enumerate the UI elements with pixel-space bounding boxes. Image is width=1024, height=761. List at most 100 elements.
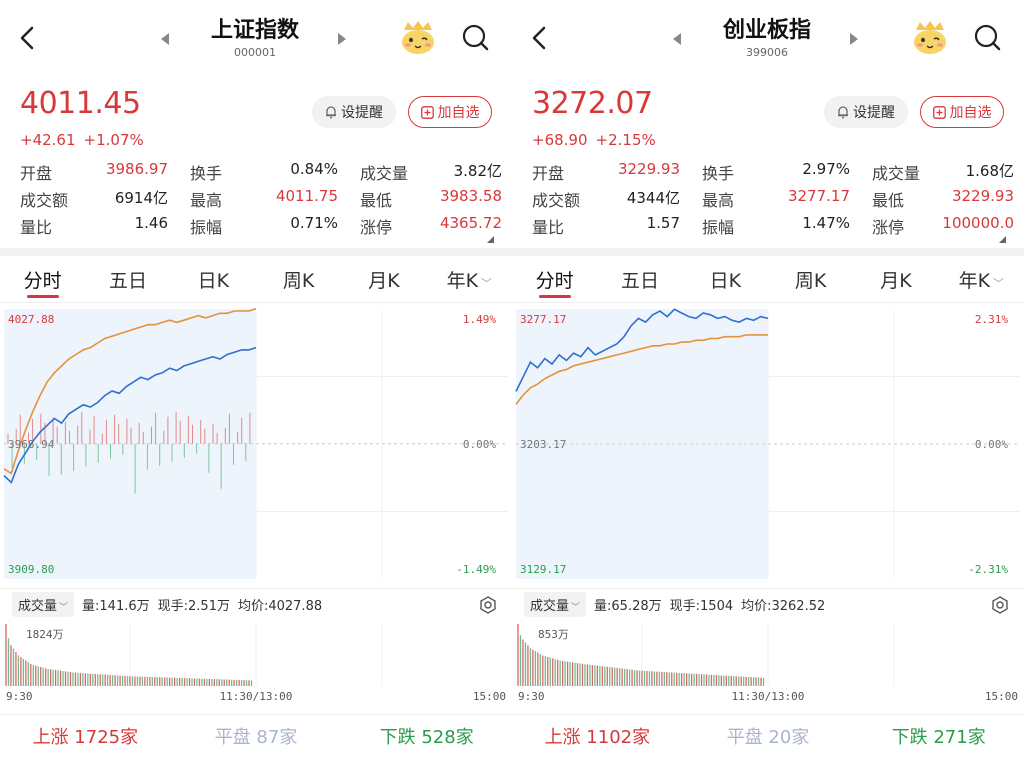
set-alert-button[interactable]: 设提醒 bbox=[312, 96, 396, 128]
volume-chart[interactable]: 1824万 9:30 11:30/13:00 15:00 bbox=[0, 620, 512, 710]
advancers[interactable]: 上涨 1725家 bbox=[0, 723, 171, 749]
stat-label: 最低 bbox=[872, 190, 905, 210]
unchanged[interactable]: 平盘 87家 bbox=[171, 723, 342, 749]
stat-row: 量比 1.57 振幅 1.47% 涨停 100000.0 bbox=[532, 212, 1014, 239]
next-index-icon[interactable] bbox=[335, 30, 349, 48]
stat-value: 3229.93 bbox=[617, 159, 680, 178]
decliners-count: 271家 bbox=[933, 726, 986, 748]
volume-chart[interactable]: 853万 9:30 11:30/13:00 15:00 bbox=[512, 620, 1024, 710]
stat-cell: 成交额 4344亿 bbox=[532, 187, 702, 211]
index-code: 000001 bbox=[234, 46, 276, 59]
advancers[interactable]: 上涨 1102家 bbox=[512, 723, 683, 749]
section-gap bbox=[512, 248, 1024, 256]
add-watchlist-button[interactable]: 加自选 bbox=[408, 96, 492, 128]
tab-2[interactable]: 日K bbox=[683, 260, 768, 302]
series-line-0 bbox=[3, 346, 257, 484]
series-line-0 bbox=[515, 308, 769, 392]
current-hand-value: 现手:1504 bbox=[669, 599, 734, 614]
search-icon[interactable] bbox=[972, 22, 1004, 54]
current-hand-value: 现手:2.51万 bbox=[157, 599, 230, 614]
tab-4[interactable]: 月K bbox=[853, 260, 938, 302]
tab-2[interactable]: 日K bbox=[171, 260, 256, 302]
index-panel-sse: 上证指数 000001 4011.45 +42.61 +1.07% 设提醒 加自选… bbox=[0, 18, 512, 756]
advancers-count: 1102家 bbox=[586, 726, 651, 748]
settings-hex-icon[interactable] bbox=[478, 595, 498, 615]
tab-label: 分时 bbox=[23, 270, 62, 292]
tab-divider bbox=[0, 302, 512, 303]
indicator-select[interactable]: 成交量 ﹀ bbox=[12, 592, 75, 617]
tab-3[interactable]: 周K bbox=[256, 260, 341, 302]
tab-label: 五日 bbox=[108, 270, 147, 292]
tab-3[interactable]: 周K bbox=[768, 260, 853, 302]
tab-0[interactable]: 分时 bbox=[0, 260, 85, 302]
stat-label: 振幅 bbox=[702, 217, 735, 237]
decliners-label: 下跌 bbox=[891, 726, 928, 748]
stat-cell: 最低 3983.58 bbox=[360, 187, 502, 211]
expand-corner-icon[interactable] bbox=[487, 236, 494, 243]
market-breadth: 上涨 1725家 平盘 87家 下跌 528家 bbox=[0, 714, 512, 756]
time-end-label: 15:00 bbox=[985, 690, 1018, 703]
series-line-1 bbox=[515, 334, 768, 405]
stat-value: 3277.17 bbox=[787, 186, 850, 205]
decliners[interactable]: 下跌 271家 bbox=[853, 723, 1024, 749]
stat-label: 成交量 bbox=[872, 163, 921, 183]
tab-1[interactable]: 五日 bbox=[597, 260, 682, 302]
mascot-icon[interactable] bbox=[398, 20, 438, 56]
stat-value: 1.46 bbox=[134, 213, 168, 232]
add-watchlist-label: 加自选 bbox=[949, 105, 992, 121]
unchanged-label: 平盘 bbox=[214, 726, 251, 748]
stat-label: 开盘 bbox=[20, 163, 53, 183]
y-axis-min-label: 3909.80 bbox=[8, 563, 54, 576]
intraday-chart[interactable]: 3277.17 3203.17 3129.17 2.31% 0.00% -2.31% bbox=[512, 303, 1024, 585]
series-line-1 bbox=[3, 307, 257, 475]
stat-value: 3983.58 bbox=[439, 186, 502, 205]
index-panel-chinext: 创业板指 399006 3272.07 +68.90 +2.15% 设提醒 加自选… bbox=[512, 0, 1024, 761]
tab-4[interactable]: 月K bbox=[341, 260, 426, 302]
tab-label: 月K bbox=[368, 270, 400, 292]
advancers-count: 1725家 bbox=[74, 726, 139, 748]
expand-corner-icon[interactable] bbox=[999, 236, 1006, 243]
price-change: +68.90 +2.15% bbox=[532, 131, 664, 149]
chevron-down-icon: ﹀ bbox=[59, 603, 69, 613]
pct-axis-min-label: -2.31% bbox=[968, 563, 1008, 576]
quote-stats: 开盘 3986.97 换手 0.84% 成交量 3.82亿 成交额 6914亿 最高 4011.7… bbox=[20, 158, 502, 239]
unchanged-count: 87家 bbox=[256, 726, 298, 748]
back-button[interactable] bbox=[526, 22, 558, 54]
set-alert-button[interactable]: 设提醒 bbox=[824, 96, 908, 128]
tab-5[interactable]: 年K ﹀ bbox=[427, 260, 512, 302]
next-index-icon[interactable] bbox=[847, 30, 861, 48]
add-watchlist-button[interactable]: 加自选 bbox=[920, 96, 1004, 128]
indicator-select-label: 成交量 bbox=[18, 599, 58, 614]
stat-label: 成交量 bbox=[360, 163, 409, 183]
tab-divider bbox=[512, 302, 1024, 303]
unchanged[interactable]: 平盘 20家 bbox=[683, 723, 854, 749]
indicator-select[interactable]: 成交量 ﹀ bbox=[524, 592, 587, 617]
add-watchlist-label: 加自选 bbox=[437, 105, 480, 121]
chevron-down-icon: ﹀ bbox=[571, 603, 581, 613]
tab-5[interactable]: 年K ﹀ bbox=[939, 260, 1024, 302]
decliners[interactable]: 下跌 528家 bbox=[341, 723, 512, 749]
intraday-chart[interactable]: 4027.88 3968.94 3909.80 1.49% 0.00% -1.49% bbox=[0, 303, 512, 585]
tab-1[interactable]: 五日 bbox=[85, 260, 170, 302]
prev-index-icon[interactable] bbox=[670, 30, 684, 48]
advancers-label: 上涨 bbox=[544, 726, 581, 748]
current-price: 3272.07 bbox=[532, 86, 653, 121]
plus-box-icon bbox=[932, 105, 946, 119]
stat-cell: 开盘 3229.93 bbox=[532, 160, 702, 184]
stat-cell: 成交额 6914亿 bbox=[20, 187, 190, 211]
tab-label: 年K bbox=[958, 270, 991, 292]
settings-hex-icon[interactable] bbox=[990, 595, 1010, 615]
tab-0[interactable]: 分时 bbox=[512, 260, 597, 302]
volume-max-label: 853万 bbox=[538, 628, 569, 641]
volume-max-label: 1824万 bbox=[26, 628, 64, 641]
pct-axis-max-label: 1.49% bbox=[463, 313, 496, 326]
y-axis-mid-label: 3968.94 bbox=[8, 438, 55, 451]
search-icon[interactable] bbox=[460, 22, 492, 54]
unchanged-count: 20家 bbox=[768, 726, 810, 748]
mascot-icon[interactable] bbox=[910, 20, 950, 56]
stat-cell: 涨停 4365.72 bbox=[360, 214, 502, 238]
stat-label: 涨停 bbox=[872, 217, 905, 237]
prev-index-icon[interactable] bbox=[158, 30, 172, 48]
back-button[interactable] bbox=[14, 22, 46, 54]
stat-cell: 量比 1.46 bbox=[20, 214, 190, 238]
